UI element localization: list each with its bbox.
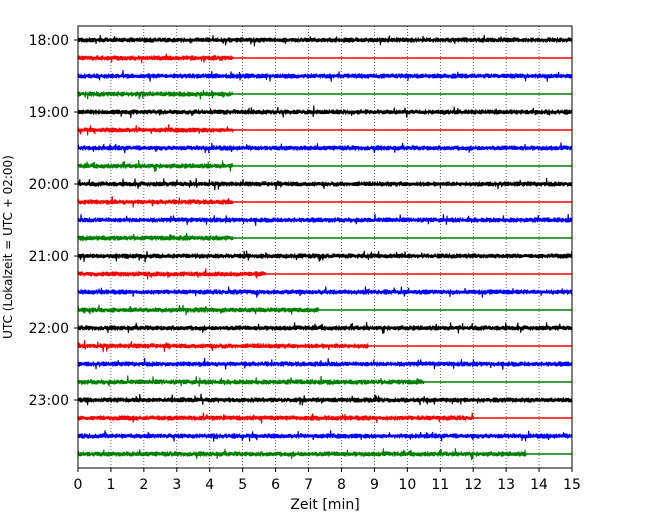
x-tick-label: 13 [497,477,515,493]
x-tick-label: 1 [106,477,115,493]
trace-signal [77,357,573,370]
x-axis-ticks: 0 1 2 3 4 5 6 7 8 9 10 11 12 13 14 15 [74,468,581,493]
x-tick-label: 2 [139,477,148,493]
trace-2100 [77,250,573,263]
trace-signal [77,340,369,353]
trace-signal [77,322,573,334]
x-tick-label: 8 [337,477,346,493]
trace-1900 [77,105,573,119]
trace-signal [77,142,573,154]
x-tick-label: 5 [238,477,247,493]
y-tick-label: 22:00 [29,321,69,337]
plot-frame [77,25,573,469]
trace-signal [77,430,573,442]
trace-signal [77,250,573,263]
trace-1800 [77,34,573,47]
trace-1815 [77,53,572,64]
trace-signal [77,375,425,387]
x-tick-label: 12 [464,477,482,493]
trace-2300 [77,393,573,406]
y-axis-label: UTC (Lokalzeit = UTC + 02:00) [1,155,15,339]
trace-signal [77,53,234,64]
x-tick-label: 10 [398,477,416,493]
trace-2145 [77,304,572,316]
x-tick-label: 14 [530,477,548,493]
trace-signal [77,393,573,406]
x-tick-label: 15 [563,477,581,493]
trace-1915 [77,124,572,136]
y-tick-label: 23:00 [29,393,69,409]
trace-signal [77,304,319,316]
y-tick-label: 19:00 [29,105,69,121]
x-tick-label: 7 [304,477,313,493]
trace-2015 [77,195,572,208]
y-tick-label: 18:00 [29,33,69,49]
trace-2200 [77,322,573,334]
x-axis-label: Zeit [min] [290,497,359,513]
trace-1830 [77,70,573,82]
trace-signal [77,286,573,298]
trace-layer [77,34,573,460]
trace-signal [77,195,234,208]
trace-2230 [77,357,573,370]
x-tick-label: 0 [74,477,83,493]
x-tick-label: 6 [271,477,280,493]
trace-signal [77,34,573,47]
x-tick-label: 11 [431,477,449,493]
trace-2045 [77,232,572,242]
trace-signal [77,213,573,226]
trace-signal [77,448,527,460]
trace-2315 [77,412,572,424]
trace-2130 [77,286,573,298]
trace-2000 [77,177,573,191]
x-tick-label: 4 [205,477,214,493]
trace-signal [77,160,234,172]
trace-signal [77,124,234,136]
trace-2215 [77,340,572,353]
trace-2030 [77,213,573,226]
trace-signal [77,268,267,280]
x-tick-label: 9 [370,477,379,493]
trace-signal [77,232,234,242]
trace-signal [77,70,573,82]
trace-2330 [77,430,573,442]
trace-signal [77,412,474,424]
x-tick-label: 3 [172,477,181,493]
trace-1945 [77,160,572,172]
y-axis-ticks: 18:00 19:00 20:00 21:00 22:00 23:00 [29,33,78,409]
trace-2345 [77,448,572,460]
trace-signal [77,177,573,191]
trace-1845 [77,90,572,100]
trace-1930 [77,142,573,154]
trace-2115 [77,268,572,280]
trace-signal [77,105,573,119]
y-tick-label: 20:00 [29,177,69,193]
y-tick-label: 21:00 [29,249,69,265]
trace-signal [77,90,234,100]
trace-2245 [77,375,572,387]
